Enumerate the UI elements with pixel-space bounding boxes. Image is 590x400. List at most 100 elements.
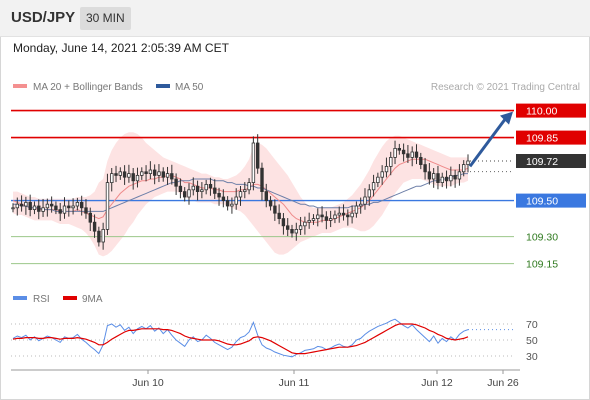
candle-body bbox=[281, 218, 286, 227]
x-axis: Jun 10 Jun 11 Jun 12 Jun 26 bbox=[132, 370, 519, 389]
candle-body bbox=[41, 207, 45, 212]
candle-body bbox=[118, 171, 122, 176]
legend-rsi-ma-swatch bbox=[63, 296, 77, 300]
candle-body bbox=[122, 171, 127, 178]
rsi-level-value-30: 30 bbox=[526, 351, 538, 363]
candle-body bbox=[37, 205, 41, 212]
candle-body bbox=[200, 189, 204, 193]
candle-body bbox=[401, 149, 406, 155]
candle-body bbox=[182, 191, 187, 198]
candle-body bbox=[110, 173, 114, 184]
candle-body bbox=[367, 189, 371, 198]
candle-body bbox=[152, 169, 157, 176]
chart-header: USD/JPY 30 MIN bbox=[0, 0, 590, 37]
candle-body bbox=[58, 209, 62, 214]
candle-body bbox=[440, 176, 444, 183]
legend-bb-label: MA 20 + Bollinger Bands bbox=[33, 82, 143, 93]
candle-body bbox=[67, 205, 71, 209]
candle-body bbox=[165, 173, 170, 178]
candle-body bbox=[290, 228, 294, 234]
rsi-level-value-50: 50 bbox=[526, 335, 538, 347]
candle-body bbox=[251, 142, 256, 183]
candle-body bbox=[380, 171, 384, 178]
candle-body bbox=[389, 156, 393, 167]
legend-bb-swatch bbox=[13, 84, 27, 88]
candle-body bbox=[354, 205, 359, 214]
candle-body bbox=[157, 171, 161, 176]
candle-body bbox=[243, 189, 247, 193]
candle-body bbox=[208, 183, 213, 189]
candle-body bbox=[431, 173, 436, 180]
candle-body bbox=[80, 201, 84, 209]
candle-body bbox=[170, 173, 174, 180]
projection-arrow-shaft bbox=[468, 115, 509, 168]
candle-body bbox=[11, 207, 15, 210]
candle-body bbox=[50, 203, 54, 207]
credit-text: Research © 2021 Trading Central bbox=[431, 82, 580, 93]
candle-body bbox=[461, 164, 466, 173]
candle-body bbox=[397, 147, 401, 151]
candle-body bbox=[71, 205, 75, 209]
candle-body bbox=[419, 156, 423, 165]
candle-body bbox=[32, 205, 37, 210]
candle-body bbox=[195, 185, 200, 192]
legend-rsi-ma-label: 9MA bbox=[82, 294, 103, 305]
candle-body bbox=[466, 160, 470, 165]
candle-body bbox=[62, 205, 67, 214]
candle-body bbox=[393, 147, 397, 158]
candle-body bbox=[255, 142, 260, 169]
level-tag-109.72 bbox=[516, 154, 586, 168]
candle-body bbox=[114, 173, 118, 176]
candle-body bbox=[358, 203, 363, 207]
candle-body bbox=[410, 151, 414, 158]
candle-body bbox=[92, 221, 97, 232]
candle-body bbox=[311, 218, 316, 221]
candle-body bbox=[204, 183, 208, 191]
candle-body bbox=[221, 196, 226, 201]
candle-body bbox=[247, 182, 251, 191]
candle-body bbox=[376, 176, 380, 183]
level-value-109.15: 109.15 bbox=[526, 259, 558, 271]
level-tag-110.00 bbox=[516, 103, 586, 118]
candle-body bbox=[187, 189, 191, 198]
level-value-109.72: 109.72 bbox=[526, 156, 558, 168]
level-tag-109.85 bbox=[516, 130, 586, 145]
rsi-line bbox=[12, 318, 469, 358]
candle-body bbox=[88, 212, 92, 223]
candle-body bbox=[427, 171, 432, 180]
x-tick-label: Jun 11 bbox=[279, 377, 310, 389]
candle-body bbox=[341, 212, 346, 216]
rsi-plot: 70 50 30 bbox=[11, 318, 538, 363]
legend-rsi-label: RSI bbox=[33, 294, 50, 305]
level-tag-109.50 bbox=[516, 193, 586, 208]
candle-body bbox=[350, 212, 354, 218]
candle-body bbox=[148, 169, 153, 174]
candle-body bbox=[277, 212, 281, 219]
x-tick-label: Jun 10 bbox=[132, 377, 164, 389]
candle-body bbox=[24, 201, 28, 207]
x-tick-label: Jun 12 bbox=[421, 377, 453, 389]
candle-body bbox=[346, 214, 350, 218]
candle-body bbox=[234, 196, 238, 205]
candle-body bbox=[217, 192, 221, 198]
level-value-109.30: 109.30 bbox=[526, 232, 558, 244]
candle-body bbox=[294, 228, 298, 234]
candle-body bbox=[230, 203, 234, 207]
timeframe-badge[interactable]: 30 MIN bbox=[80, 7, 131, 30]
candle-body bbox=[54, 205, 58, 210]
candle-body bbox=[213, 187, 217, 194]
candle-body bbox=[363, 196, 367, 205]
candle-body bbox=[131, 173, 135, 182]
candle-body bbox=[97, 230, 101, 243]
candle-body bbox=[45, 203, 50, 209]
candle-body bbox=[444, 176, 449, 182]
rsi-ma-line bbox=[12, 323, 469, 355]
candle-body bbox=[298, 225, 303, 230]
candle-body bbox=[384, 165, 389, 173]
legend-ma50-swatch bbox=[156, 84, 170, 88]
candle-body bbox=[178, 185, 183, 192]
candle-body bbox=[268, 200, 273, 207]
candle-body bbox=[19, 203, 24, 207]
candle-body bbox=[260, 167, 264, 192]
